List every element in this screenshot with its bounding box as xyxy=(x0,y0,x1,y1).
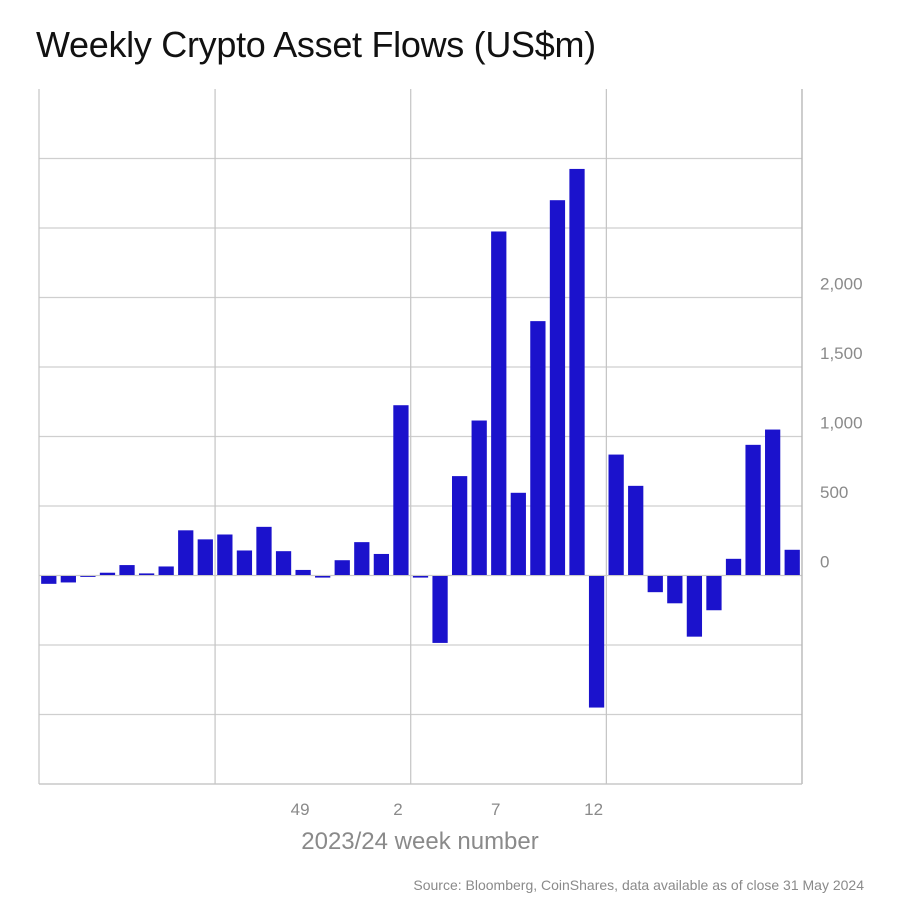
bar xyxy=(765,429,781,576)
x-tick-label: 2 xyxy=(393,800,402,819)
bar xyxy=(275,551,292,576)
bar xyxy=(745,444,761,576)
bar xyxy=(60,575,76,583)
x-tick-label: 12 xyxy=(584,800,603,819)
bar xyxy=(119,565,135,576)
bar xyxy=(373,553,390,576)
y-tick-label: 1,000 xyxy=(820,414,863,433)
bar xyxy=(588,575,605,708)
bar xyxy=(412,575,429,578)
horizontal-gridlines xyxy=(39,157,802,785)
vertical-gridlines xyxy=(214,89,607,784)
plot-frame xyxy=(38,89,803,785)
x-tick-label: 7 xyxy=(491,800,500,819)
bar xyxy=(295,569,311,576)
bar xyxy=(725,558,742,576)
x-tick-label: 49 xyxy=(291,800,310,819)
chart-title: Weekly Crypto Asset Flows (US$m) xyxy=(36,24,596,65)
bar xyxy=(530,321,546,576)
y-tick-label: 0 xyxy=(820,553,829,572)
x-axis-tick-labels: 49 2 7 12 xyxy=(291,800,603,819)
bar xyxy=(80,575,96,577)
bar xyxy=(628,485,644,576)
bar xyxy=(138,573,155,576)
bars xyxy=(41,168,800,708)
bar xyxy=(471,420,487,576)
bar xyxy=(99,572,116,576)
bar xyxy=(569,168,585,576)
bar xyxy=(334,560,350,576)
bar xyxy=(784,549,800,576)
y-tick-label: 500 xyxy=(820,483,848,502)
y-tick-label: 2,000 xyxy=(820,275,863,294)
bar xyxy=(706,575,722,611)
bar xyxy=(315,575,331,578)
bar xyxy=(647,575,663,593)
bar xyxy=(354,542,370,576)
bar xyxy=(451,476,468,576)
bar xyxy=(41,575,57,584)
bar xyxy=(491,231,507,576)
bar xyxy=(549,200,566,576)
y-axis-tick-labels: 2,000 1,500 1,000 500 0 xyxy=(820,275,863,572)
bar-chart: 2,000 1,500 1,000 500 0 49 2 7 12 2023/24 week … xyxy=(38,89,863,855)
y-tick-label: 1,500 xyxy=(820,344,863,363)
x-axis-title: 2023/24 week number xyxy=(301,828,539,855)
bar xyxy=(608,454,624,576)
bar xyxy=(667,575,683,604)
source-note: Source: Bloomberg, CoinShares, data avai… xyxy=(413,877,864,893)
bar xyxy=(158,566,174,576)
bar xyxy=(393,405,409,576)
bar xyxy=(686,575,703,637)
bar xyxy=(178,530,194,576)
bar xyxy=(510,492,526,576)
bar xyxy=(236,550,253,576)
bar xyxy=(432,575,448,643)
bar xyxy=(217,534,233,576)
bar xyxy=(256,526,272,576)
bar xyxy=(197,539,213,576)
